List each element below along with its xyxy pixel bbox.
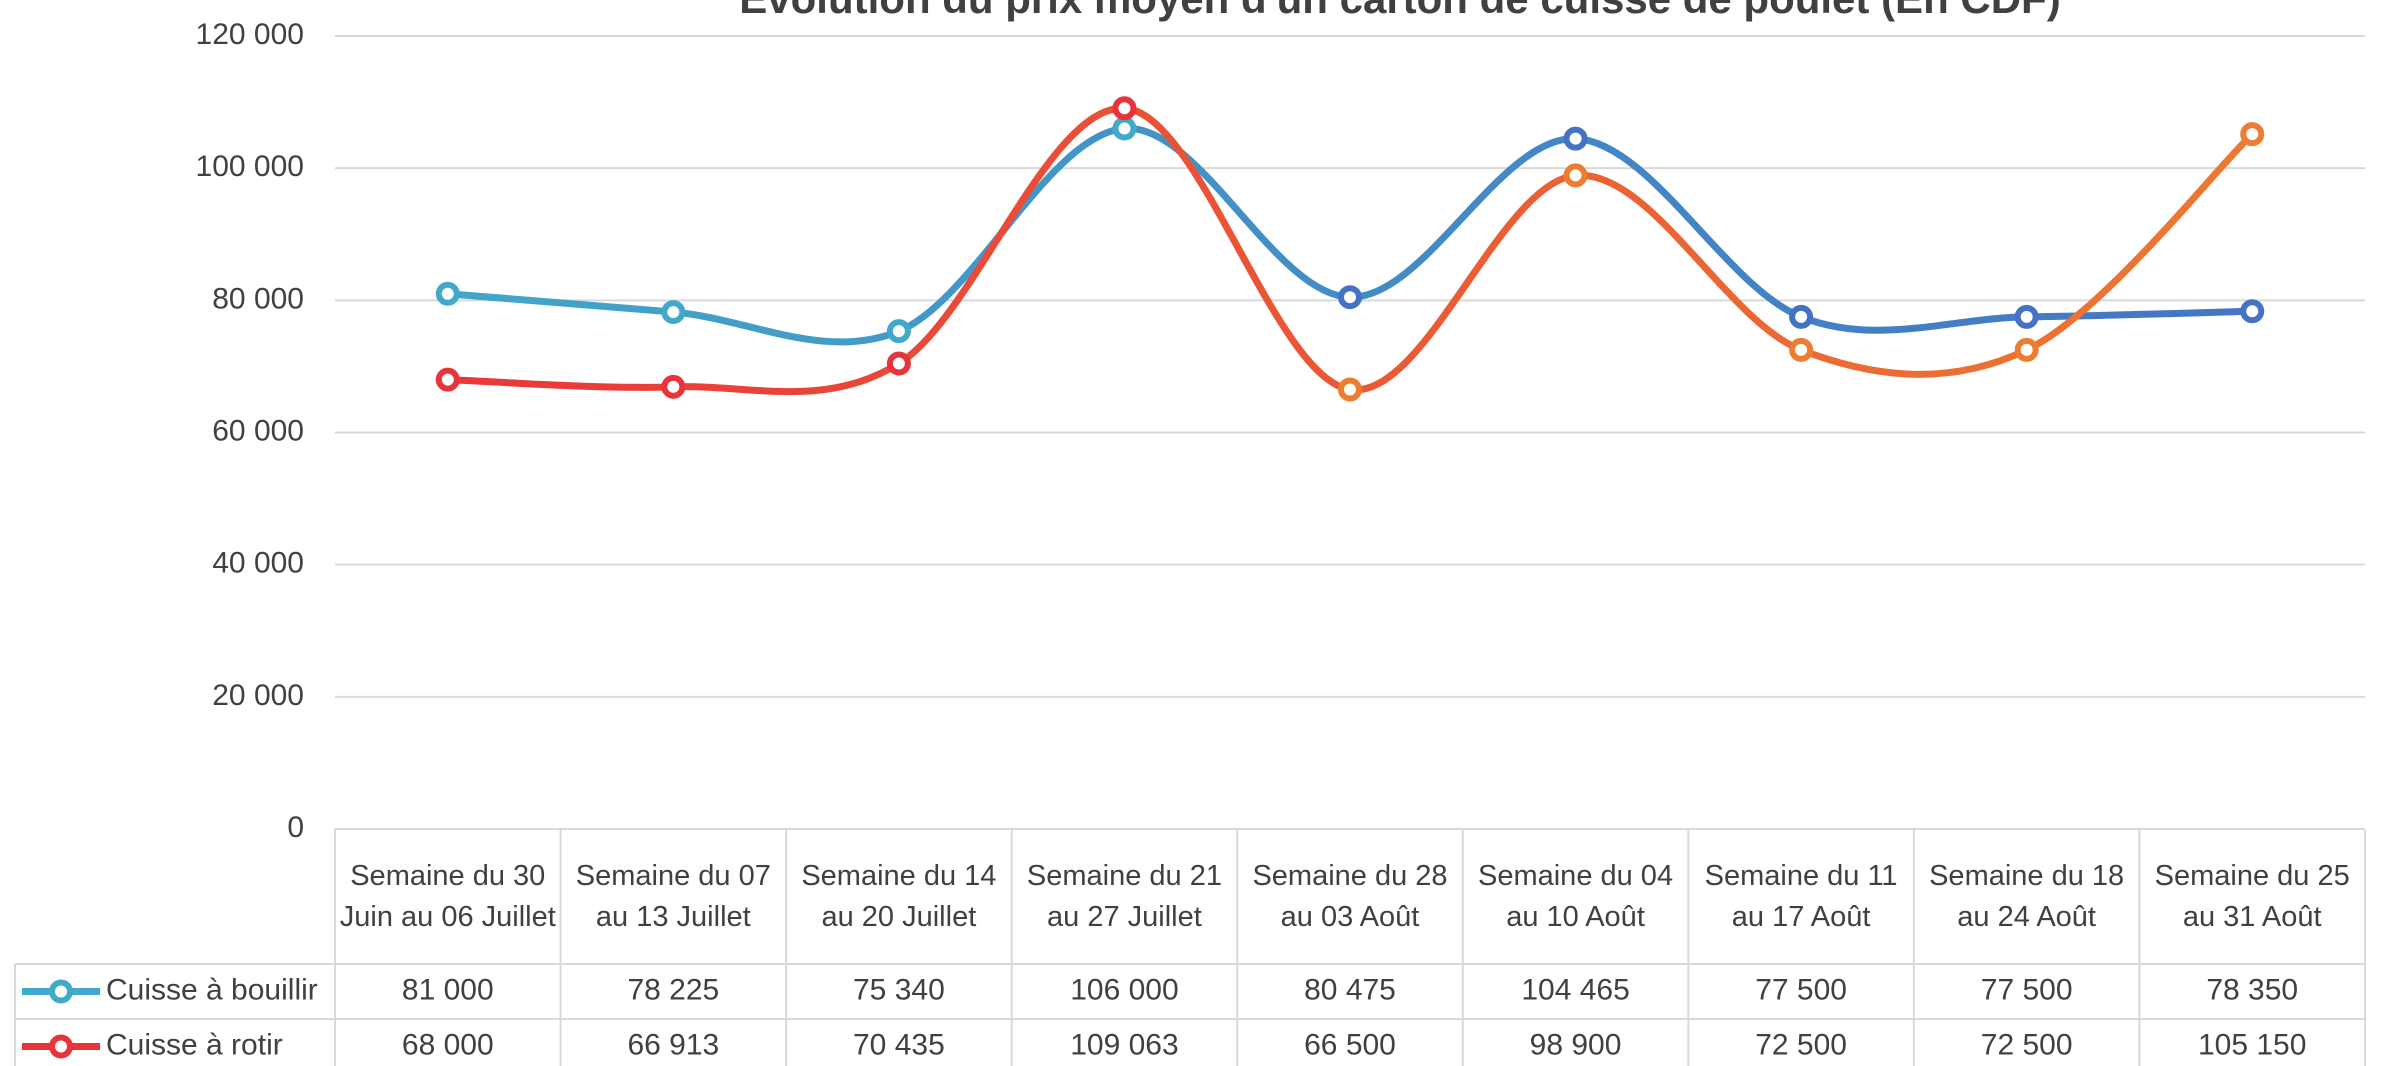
- table-value: 66 500: [1304, 1028, 1396, 1061]
- table-value: 72 500: [1755, 1028, 1847, 1061]
- x-tick-label-box: Semaine du 18 au 24 Août: [1929, 859, 2125, 933]
- table-value: 80 475: [1304, 973, 1396, 1006]
- x-tick-label: Semaine du 30 Juin au 06 Juillet: [339, 859, 556, 933]
- table-value: 70 435: [853, 1028, 945, 1061]
- table-value: 105 150: [2198, 1028, 2306, 1061]
- y-tick-label: 100 000: [196, 150, 304, 183]
- x-tick-label-box: Semaine du 25 au 31 Août: [2154, 859, 2350, 933]
- legend-marker: [49, 979, 73, 1004]
- table-value: 106 000: [1070, 973, 1178, 1006]
- table-value: 75 340: [853, 973, 945, 1006]
- x-tick-label: Semaine du 18 au 24 Août: [1929, 859, 2125, 933]
- point-marker: [1789, 304, 1814, 329]
- x-tick-label-box: Semaine du 14 au 20 Juillet: [801, 859, 997, 933]
- point-marker: [1563, 126, 1588, 151]
- table-value: 77 500: [1981, 973, 2073, 1006]
- table-value: 98 900: [1530, 1028, 1622, 1061]
- series-line: [444, 125, 2256, 346]
- point-marker: [661, 300, 686, 325]
- table-value: 66 913: [627, 1028, 719, 1061]
- table-value: 109 063: [1070, 1028, 1178, 1061]
- point-marker: [2014, 304, 2039, 329]
- table-value: 78 350: [2206, 973, 2298, 1006]
- point-marker: [1338, 377, 1362, 402]
- x-tick-label-box: Semaine du 28 au 03 Août: [1252, 859, 1448, 933]
- legend-label: Cuisse à rotir: [106, 1028, 283, 1061]
- table-value: 68 000: [402, 1028, 494, 1061]
- point-marker: [886, 319, 911, 344]
- x-tick-label: Semaine du 28 au 03 Août: [1252, 859, 1448, 933]
- table-value: 104 465: [1521, 973, 1629, 1006]
- chart-title: Évolution du prix moyen d'un carton de c…: [739, 0, 2060, 22]
- point-marker: [2014, 337, 2039, 362]
- point-marker: [1563, 163, 1588, 188]
- legend-label: Cuisse à bouillir: [106, 973, 318, 1006]
- y-tick-label: 60 000: [212, 414, 304, 447]
- y-tick-label: 40 000: [212, 547, 304, 580]
- x-tick-label-box: Semaine du 21 au 27 Juillet: [1026, 859, 1222, 933]
- x-tick-label: Semaine du 11 au 17 Août: [1704, 859, 1898, 933]
- table-value: 81 000: [402, 973, 494, 1006]
- x-tick-label: Semaine du 04 au 10 Août: [1477, 859, 1674, 933]
- y-tick-label: 120 000: [196, 18, 304, 51]
- x-tick-label-box: Semaine du 04 au 10 Août: [1477, 859, 1674, 933]
- point-marker: [2240, 122, 2265, 147]
- point-marker: [1338, 285, 1362, 310]
- y-tick-label: 80 000: [212, 282, 304, 315]
- x-tick-label: Semaine du 07 au 13 Juillet: [575, 859, 771, 933]
- x-tick-label-box: Semaine du 07 au 13 Juillet: [575, 859, 771, 933]
- point-marker: [2240, 299, 2265, 324]
- point-marker: [1789, 337, 1814, 362]
- table-value: 72 500: [1981, 1028, 2073, 1061]
- series-line: [444, 104, 2256, 396]
- table-value: 78 225: [627, 973, 719, 1006]
- legend-marker: [49, 1034, 73, 1059]
- table-value: 77 500: [1755, 973, 1847, 1006]
- point-marker: [661, 374, 686, 399]
- x-tick-label: Semaine du 25 au 31 Août: [2154, 859, 2350, 933]
- point-marker: [1112, 116, 1137, 141]
- point-marker: [1112, 96, 1137, 121]
- y-tick-label: 0: [287, 811, 304, 844]
- x-tick-label-box: Semaine du 30 Juin au 06 Juillet: [339, 859, 556, 933]
- x-tick-label-box: Semaine du 11 au 17 Août: [1704, 859, 1898, 933]
- point-marker: [435, 367, 460, 392]
- x-tick-label: Semaine du 21 au 27 Juillet: [1026, 859, 1222, 933]
- point-marker: [435, 281, 460, 306]
- point-marker: [886, 351, 911, 376]
- x-tick-label: Semaine du 14 au 20 Juillet: [801, 859, 997, 933]
- y-tick-label: 20 000: [212, 679, 304, 712]
